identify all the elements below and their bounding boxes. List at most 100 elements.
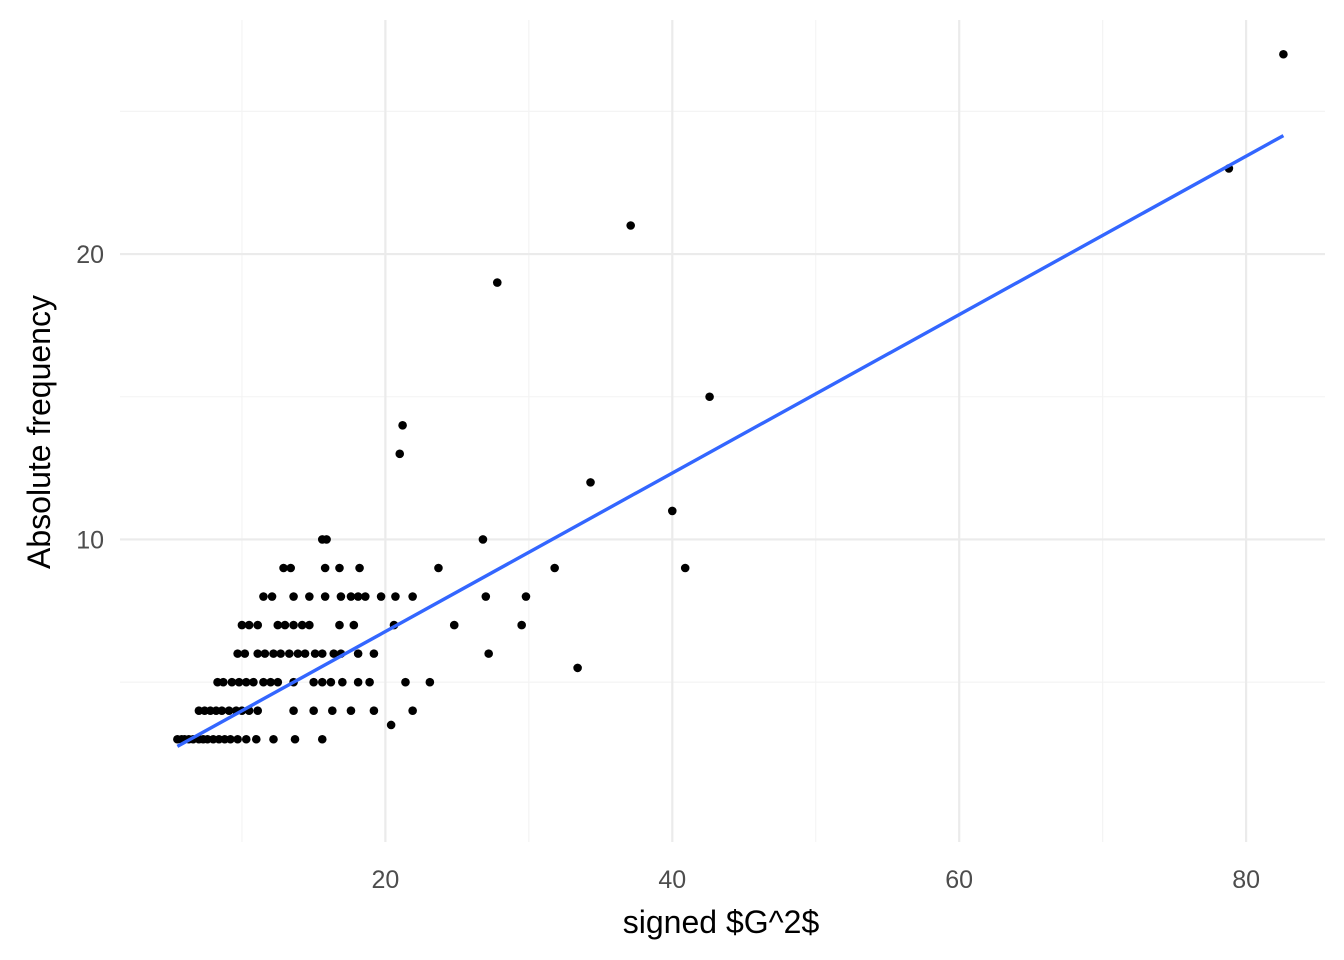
- x-tick-label: 20: [371, 866, 399, 894]
- data-point: [328, 706, 337, 716]
- data-point: [336, 592, 346, 601]
- major-gridlines: [120, 20, 1325, 842]
- data-point: [369, 706, 379, 716]
- data-point: [369, 649, 379, 658]
- data-point: [335, 620, 344, 630]
- data-point: [492, 278, 502, 287]
- data-point: [391, 592, 400, 601]
- data-point: [241, 734, 251, 744]
- data-point: [218, 677, 228, 687]
- data-point: [260, 649, 270, 658]
- data-point: [233, 734, 242, 744]
- data-point: [289, 592, 298, 601]
- fit-line: [176, 134, 1285, 748]
- data-point: [226, 734, 235, 744]
- data-point: [365, 677, 374, 687]
- data-point: [355, 563, 364, 573]
- data-point: [1279, 49, 1288, 59]
- data-point: [234, 677, 244, 687]
- data-point: [586, 478, 595, 487]
- fit-line-layer: [176, 134, 1285, 748]
- data-point: [273, 677, 283, 687]
- data-point: [253, 649, 263, 658]
- data-point: [478, 535, 488, 544]
- data-point: [279, 563, 288, 573]
- data-point: [217, 706, 227, 716]
- y-axis-title: Absolute frequency: [21, 295, 57, 569]
- data-point: [249, 677, 258, 687]
- data-point: [317, 734, 327, 744]
- data-point: [253, 706, 263, 716]
- data-point: [305, 592, 314, 601]
- data-point: [361, 592, 370, 601]
- data-point: [408, 592, 417, 601]
- data-point: [253, 620, 263, 630]
- data-point: [280, 620, 290, 630]
- minor-gridlines: [120, 20, 1325, 842]
- data-point: [346, 592, 356, 601]
- data-point: [434, 563, 443, 573]
- data-point: [349, 620, 359, 630]
- data-point: [269, 649, 278, 658]
- x-tick-labels: 20 40 60 80: [371, 866, 1260, 894]
- data-point: [309, 677, 318, 687]
- data-point: [290, 734, 300, 744]
- data-point: [317, 649, 327, 658]
- data-point: [227, 677, 237, 687]
- data-point: [353, 649, 363, 658]
- data-point: [322, 535, 331, 544]
- data-point: [269, 734, 278, 744]
- data-point: [517, 620, 526, 630]
- data-point: [284, 649, 294, 658]
- data-point: [425, 677, 435, 687]
- data-point: [251, 734, 261, 744]
- data-point: [240, 649, 250, 658]
- x-tick-label: 40: [658, 866, 686, 894]
- data-point: [335, 563, 344, 573]
- data-point: [276, 649, 285, 658]
- x-tick-label: 60: [945, 866, 973, 894]
- data-point: [329, 649, 339, 658]
- data-point: [521, 592, 531, 601]
- data-point: [259, 677, 268, 687]
- data-point: [626, 221, 635, 230]
- data-point: [484, 649, 493, 658]
- data-point: [408, 706, 417, 716]
- data-point: [401, 677, 410, 687]
- data-point: [300, 649, 310, 658]
- data-point: [386, 720, 396, 730]
- data-point: [309, 706, 318, 716]
- data-point: [241, 677, 251, 687]
- data-point: [449, 620, 459, 630]
- data-point: [305, 620, 314, 630]
- x-axis-title: signed $G^2$: [623, 904, 820, 940]
- data-point: [326, 677, 336, 687]
- data-point: [266, 677, 275, 687]
- data-point: [289, 706, 298, 716]
- data-point: [259, 592, 268, 601]
- data-point: [237, 620, 247, 630]
- x-tick-label: 80: [1232, 866, 1260, 894]
- data-point: [705, 392, 714, 402]
- data-point: [667, 506, 677, 516]
- data-point: [224, 706, 234, 716]
- data-point: [573, 663, 582, 673]
- y-tick-label: 20: [76, 241, 104, 269]
- y-tick-labels: 10 20: [76, 241, 104, 554]
- data-point: [376, 592, 386, 601]
- data-point: [293, 649, 303, 658]
- data-point: [317, 677, 327, 687]
- data-point: [680, 563, 690, 573]
- data-point: [481, 592, 491, 601]
- data-point: [297, 620, 307, 630]
- data-point: [320, 563, 330, 573]
- data-point: [353, 677, 363, 687]
- data-point: [267, 592, 277, 601]
- data-point: [286, 563, 296, 573]
- data-point: [353, 592, 363, 601]
- data-point: [346, 706, 356, 716]
- data-point: [273, 620, 283, 630]
- data-point: [395, 449, 405, 459]
- data-point: [398, 420, 407, 430]
